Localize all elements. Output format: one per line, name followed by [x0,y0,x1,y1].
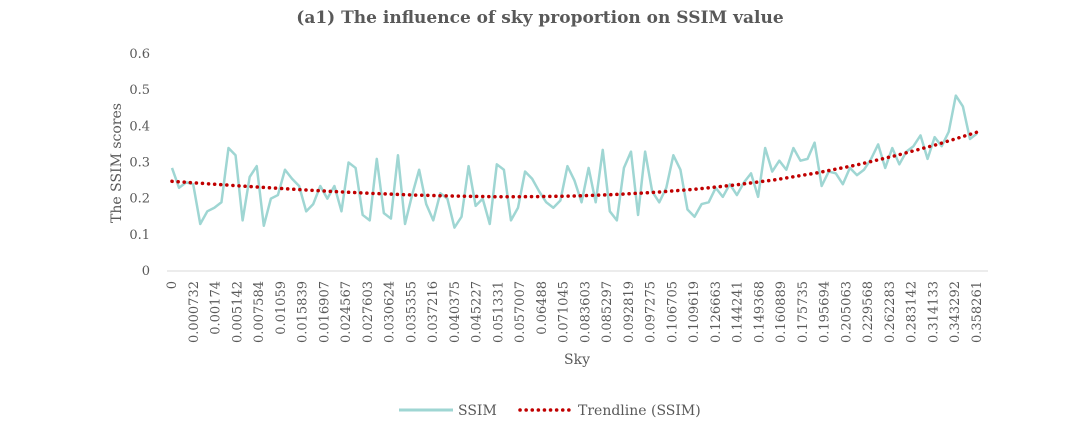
x-tick-label: 0.358261 [970,281,985,343]
y-tick-label: 0.5 [129,83,150,98]
x-tick-label: 0.283142 [905,281,920,343]
y-tick-label: 0.2 [129,192,150,207]
x-tick-label: 0.097275 [644,281,659,343]
x-tick-label: 0.051331 [491,281,506,343]
x-tick-label: 0.057007 [513,281,528,343]
legend-trendline-label: Trendline (SSIM) [578,403,701,419]
x-tick-label: 0.007584 [252,281,267,343]
x-axis-ticks: 0 0.000732 0.00174 0.005142 0.007584 0.01059 0… [165,281,985,343]
chart-title: (a1) The influence of sky proportion on … [296,8,784,28]
x-tick-label: 0.037216 [426,281,441,343]
y-tick-label: 0.3 [129,156,150,171]
x-tick-label: 0.030624 [383,281,398,343]
x-tick-label: 0.000732 [187,281,202,343]
x-tick-label: 0.06488 [535,281,550,335]
x-tick-label: 0.175735 [796,281,811,343]
x-tick-label: 0.045227 [470,281,485,343]
x-tick-label: 0.027603 [361,281,376,343]
x-tick-label: 0.085297 [600,281,615,343]
x-tick-label: 0.01059 [274,281,289,335]
x-tick-label: 0.149368 [752,281,767,343]
y-axis-ticks: 0 0.1 0.2 0.3 0.4 0.5 0.6 [129,47,150,279]
ssim-series-line [170,94,978,229]
x-tick-label: 0.314133 [927,281,942,343]
x-tick-label: 0.109619 [687,281,702,343]
x-tick-label: 0.092819 [622,281,637,343]
y-tick-label: 0.1 [129,228,150,243]
x-tick-label: 0.205063 [840,281,855,343]
x-tick-label: 0.262283 [883,281,898,343]
x-tick-label: 0.195694 [818,281,833,343]
x-tick-label: 0.160889 [774,281,789,343]
x-tick-label: 0 [165,281,180,289]
y-tick-label: 0 [142,264,150,279]
x-tick-label: 0.126663 [709,281,724,343]
x-tick-label: 0.071045 [557,281,572,343]
legend: SSIM Trendline (SSIM) [399,403,701,419]
x-tick-label: 0.083603 [578,281,593,343]
x-tick-label: 0.144241 [731,281,746,343]
y-tick-label: 0.4 [129,119,150,134]
x-tick-label: 0.040375 [448,281,463,343]
x-tick-label: 0.016907 [317,281,332,343]
x-tick-label: 0.015839 [296,281,311,343]
x-tick-label: 0.343292 [948,281,963,343]
x-axis-title: Sky [564,352,590,368]
legend-ssim-label: SSIM [458,403,497,419]
trendline-series-line [170,130,979,199]
x-tick-label: 0.106705 [665,281,680,343]
x-tick-label: 0.035355 [404,281,419,343]
x-tick-label: 0.229568 [861,281,876,343]
y-axis-title: The SSIM scores [109,103,125,223]
x-tick-label: 0.005142 [230,281,245,343]
x-tick-label: 0.024567 [339,281,354,343]
x-tick-label: 0.00174 [209,281,224,335]
y-tick-label: 0.6 [129,47,150,62]
